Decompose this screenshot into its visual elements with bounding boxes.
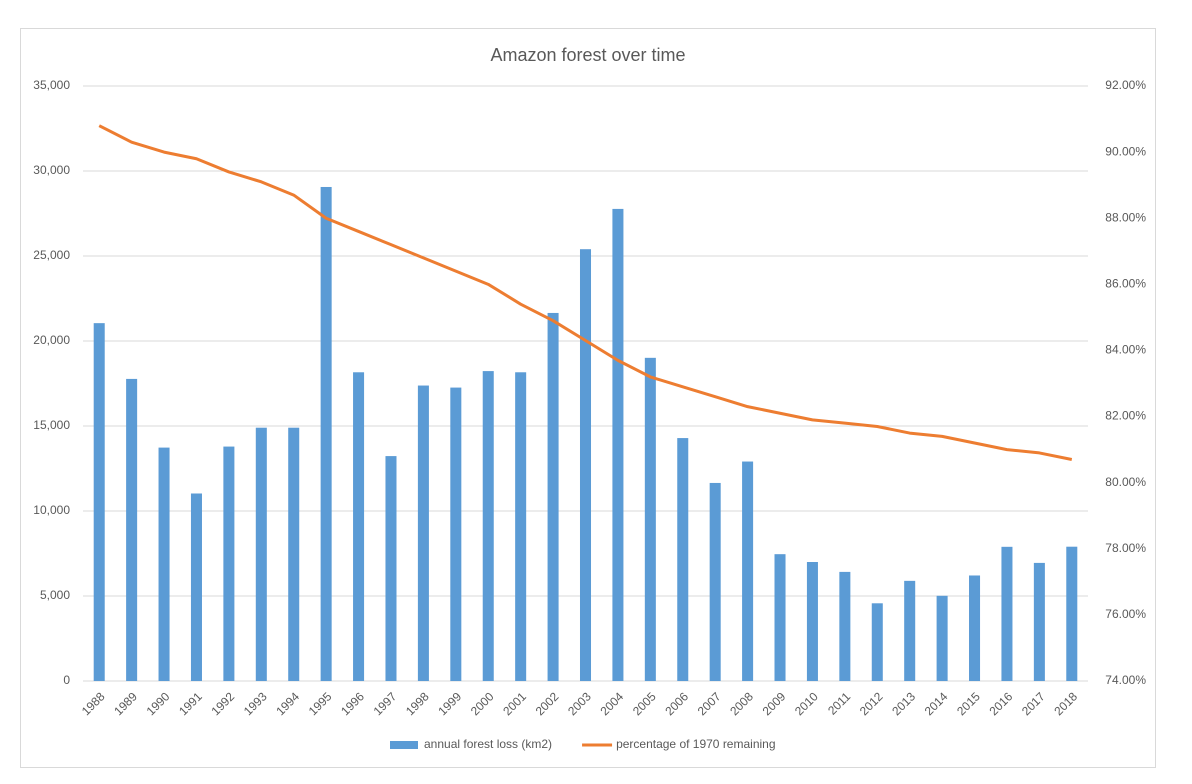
bar xyxy=(515,372,527,681)
bar xyxy=(644,357,656,681)
bar xyxy=(126,378,138,681)
bar xyxy=(1001,546,1013,681)
bar xyxy=(871,603,883,681)
y2-tick-label: 80.00% xyxy=(1105,475,1146,489)
bar xyxy=(742,461,754,681)
bar xyxy=(450,387,462,681)
bar xyxy=(936,595,948,681)
bar xyxy=(1033,562,1045,681)
y-tick-label: 20,000 xyxy=(33,333,70,347)
bar xyxy=(190,493,202,681)
y2-tick-label: 88.00% xyxy=(1105,210,1146,224)
bar xyxy=(482,371,494,681)
bar xyxy=(709,482,721,681)
bar xyxy=(547,312,559,681)
line xyxy=(98,124,1073,461)
bar xyxy=(969,575,981,681)
bar xyxy=(288,427,300,681)
y-tick-label: 25,000 xyxy=(33,248,70,262)
y-tick-label: 10,000 xyxy=(33,503,70,517)
bar xyxy=(93,323,105,681)
bar xyxy=(677,438,689,681)
bar xyxy=(579,249,592,681)
bar xyxy=(320,186,332,682)
bar xyxy=(839,571,851,681)
y-tick-label: 0 xyxy=(63,673,70,687)
y2-tick-label: 92.00% xyxy=(1105,78,1146,92)
legend-label: percentage of 1970 remaining xyxy=(616,737,775,751)
y2-tick-label: 82.00% xyxy=(1105,409,1146,423)
bar xyxy=(223,446,235,681)
bar xyxy=(158,447,170,681)
bar xyxy=(612,208,624,681)
y-tick-label: 15,000 xyxy=(33,418,70,432)
bar xyxy=(417,385,429,681)
y2-tick-label: 84.00% xyxy=(1105,343,1146,357)
chart-title: Amazon forest over time xyxy=(490,45,685,65)
y-tick-label: 30,000 xyxy=(33,163,70,177)
bar xyxy=(806,562,818,681)
bar xyxy=(353,372,365,681)
legend-swatch xyxy=(390,741,418,749)
bar xyxy=(904,580,916,681)
bar xyxy=(774,554,786,681)
bar xyxy=(255,427,267,681)
y2-tick-label: 76.00% xyxy=(1105,607,1146,621)
bar xyxy=(1066,546,1078,681)
y2-tick-label: 74.00% xyxy=(1105,673,1146,687)
y2-tick-label: 90.00% xyxy=(1105,144,1146,158)
y2-tick-label: 78.00% xyxy=(1105,541,1146,555)
y2-tick-label: 86.00% xyxy=(1105,277,1146,291)
y-tick-label: 5,000 xyxy=(40,588,70,602)
legend-label: annual forest loss (km2) xyxy=(424,737,552,751)
y-tick-label: 35,000 xyxy=(33,78,70,92)
bar xyxy=(385,456,397,681)
